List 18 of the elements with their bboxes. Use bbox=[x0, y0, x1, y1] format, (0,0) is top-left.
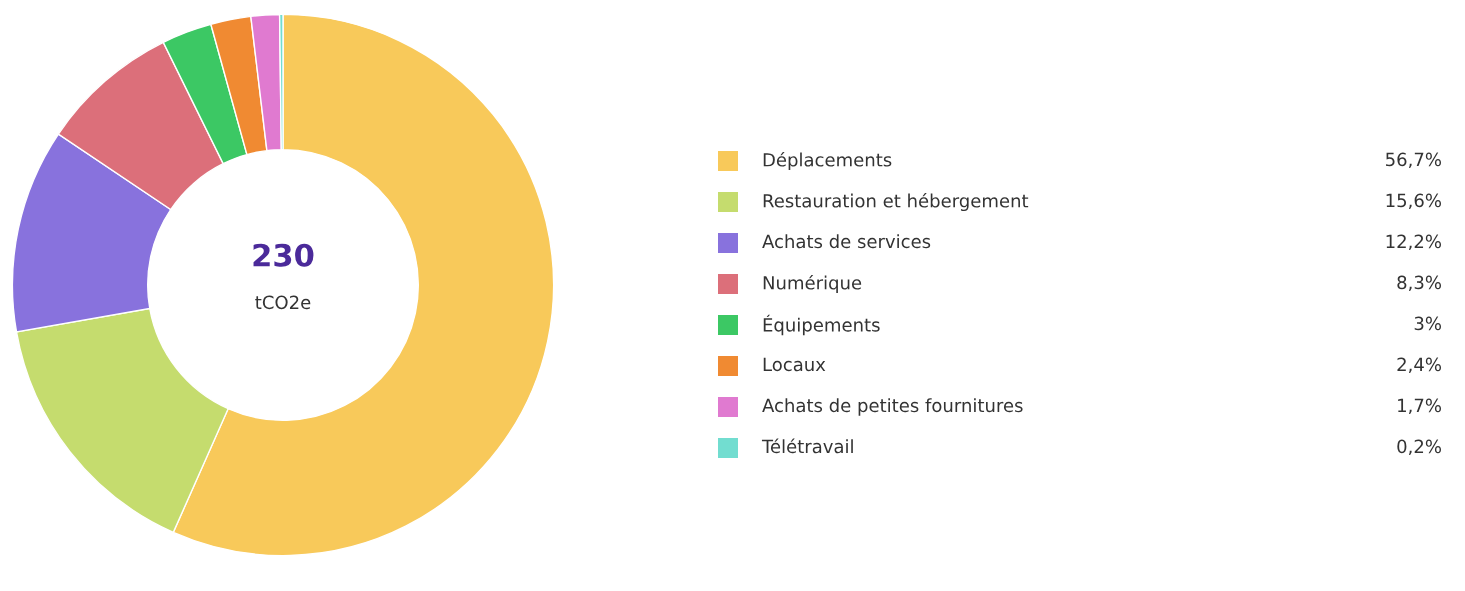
data-label: 8,3% bbox=[1397, 275, 1441, 292]
data-label: 2,4% bbox=[1397, 357, 1441, 374]
data-label: 12,2% bbox=[1386, 234, 1441, 251]
legend-label: Équipements bbox=[763, 314, 880, 336]
data-label: 3% bbox=[1414, 316, 1441, 331]
legend-label: Numérique bbox=[763, 274, 862, 294]
data-label: 0,2% bbox=[1397, 439, 1441, 456]
legend-label: Télétravail bbox=[761, 438, 853, 454]
text: tCO2e bbox=[255, 295, 311, 310]
legend-label: Restauration et hébergement bbox=[763, 192, 1029, 212]
legend-label: Achats de services bbox=[762, 234, 931, 249]
legend-label: Déplacements bbox=[763, 151, 892, 171]
text: 230 bbox=[253, 243, 314, 267]
legend-label: Locaux bbox=[763, 357, 826, 372]
legend-label: Achats de petites fournitures bbox=[762, 398, 1023, 416]
data-label: 1,7% bbox=[1398, 398, 1441, 415]
data-label: 15,6% bbox=[1386, 193, 1441, 210]
data-label: 56,7% bbox=[1386, 152, 1441, 169]
